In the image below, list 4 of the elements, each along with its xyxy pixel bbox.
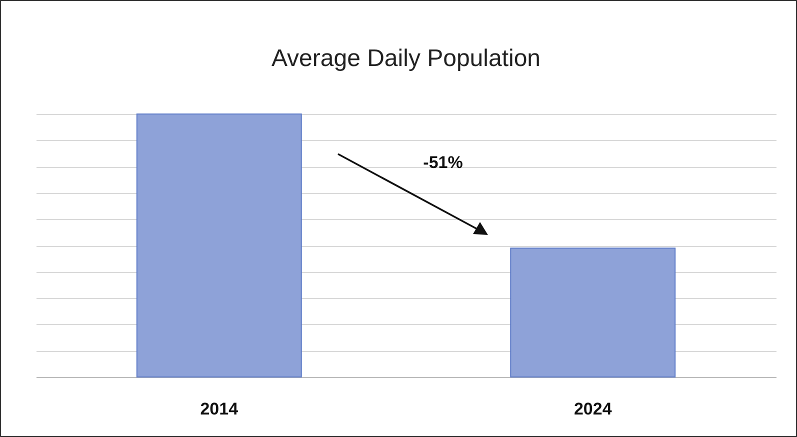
annotation: -51% [423, 153, 463, 172]
chart-title: Average Daily Population [271, 45, 541, 72]
x-tick-label: 2024 [574, 400, 612, 418]
x-tick-label: 2014 [200, 400, 239, 418]
